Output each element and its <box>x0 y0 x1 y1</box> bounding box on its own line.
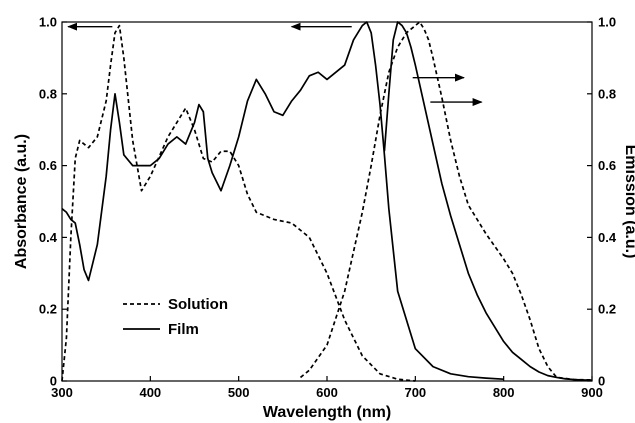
y-right-tick-label: 0.6 <box>598 158 616 173</box>
y-right-tick-label: 1.0 <box>598 15 616 30</box>
y-axis-left: 0 0.2 0.4 0.6 0.8 1.0 <box>39 15 67 389</box>
x-tick-label: 700 <box>404 385 426 400</box>
legend-label-film: Film <box>168 321 199 338</box>
y-axis-right: 0 0.2 0.4 0.6 0.8 1.0 <box>587 15 617 389</box>
y-left-tick-label: 0.2 <box>39 302 57 317</box>
x-tick-label: 800 <box>493 385 515 400</box>
series-solution-emission-line <box>299 21 593 381</box>
y-left-tick-label: 1.0 <box>39 15 57 30</box>
series-layer <box>61 21 593 382</box>
series-film-emission-line <box>383 21 593 382</box>
y-right-tick-label: 0 <box>598 374 605 389</box>
series-solution-absorbance-line <box>61 24 416 382</box>
y-left-tick-label: 0.4 <box>39 230 58 245</box>
legend: Solution Film <box>123 296 228 338</box>
legend-label-solution: Solution <box>168 296 228 313</box>
y-left-tick-label: 0.6 <box>39 158 57 173</box>
x-tick-label: 900 <box>581 385 603 400</box>
y-right-tick-label: 0.2 <box>598 302 616 317</box>
x-axis: 300 400 500 600 700 800 900 <box>51 376 603 400</box>
plot-frame <box>61 21 593 382</box>
plot-border <box>61 21 593 382</box>
annotation-layer <box>67 22 483 107</box>
y-left-tick-label: 0.8 <box>39 86 57 101</box>
y-axis-right-title: Emission (a.u.) <box>622 145 635 259</box>
y-left-tick-label: 0 <box>50 374 57 389</box>
y-right-tick-label: 0.4 <box>598 230 617 245</box>
x-tick-label: 500 <box>228 385 250 400</box>
x-axis-title: Wavelength (nm) <box>263 404 391 421</box>
x-tick-label: 300 <box>51 385 73 400</box>
y-right-tick-label: 0.8 <box>598 86 616 101</box>
x-tick-label: 400 <box>139 385 161 400</box>
y-axis-left-title: Absorbance (a.u.) <box>13 134 30 269</box>
series-film-absorbance-line <box>61 21 504 381</box>
x-tick-label: 600 <box>316 385 338 400</box>
